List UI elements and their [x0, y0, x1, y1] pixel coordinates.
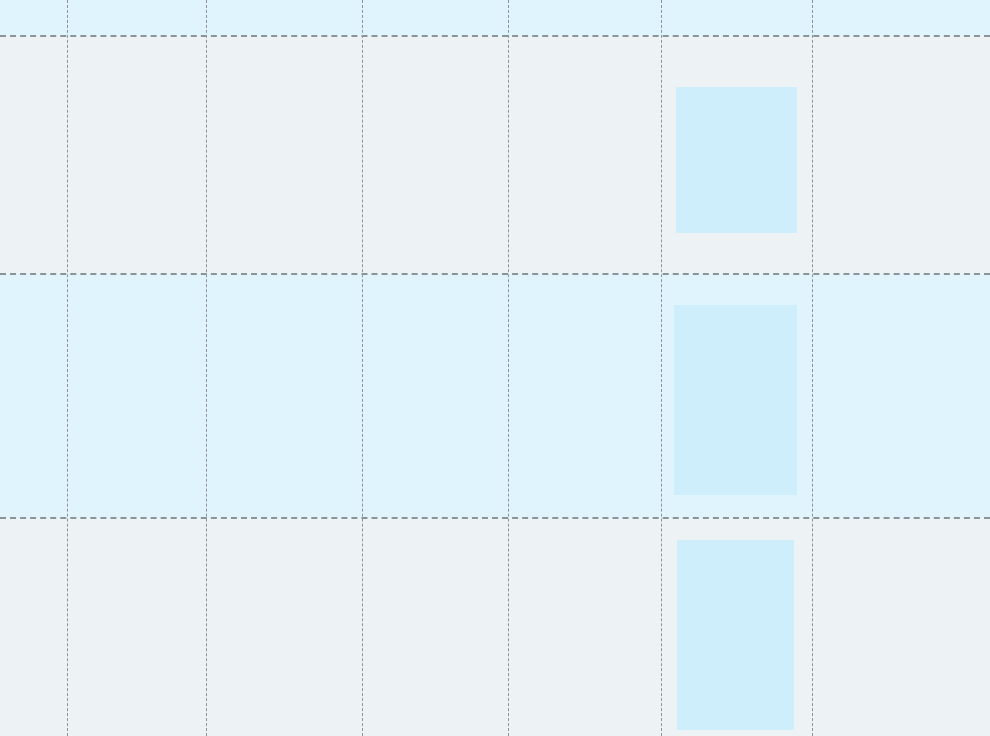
column-divider	[206, 0, 207, 736]
column-divider	[67, 0, 68, 736]
column-divider	[508, 0, 509, 736]
row-divider	[0, 35, 990, 37]
event-block[interactable]	[674, 305, 797, 495]
column-divider	[812, 0, 813, 736]
row-divider	[0, 273, 990, 275]
row-band-top	[0, 0, 990, 36]
column-divider	[362, 0, 363, 736]
row-divider	[0, 517, 990, 519]
event-block[interactable]	[676, 87, 797, 233]
event-block[interactable]	[677, 540, 794, 730]
row-band-middle	[0, 274, 990, 518]
column-divider	[661, 0, 662, 736]
